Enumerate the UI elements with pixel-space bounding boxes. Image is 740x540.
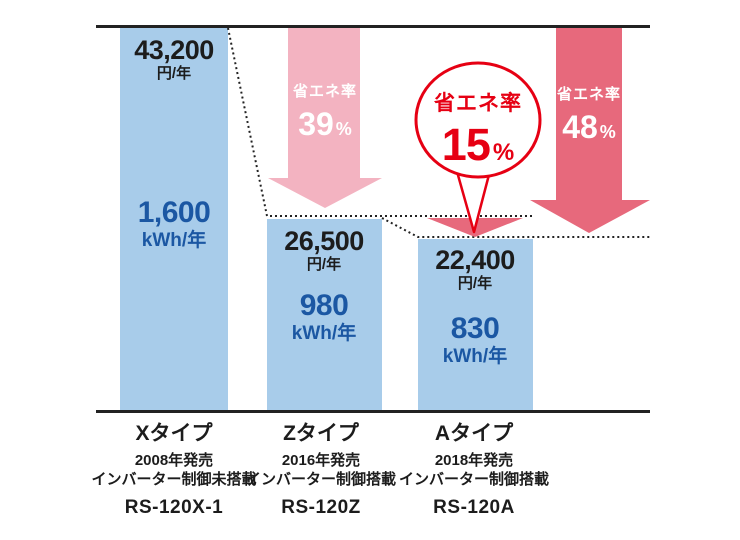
cost-value: 26,500: [284, 226, 364, 256]
energy-value: 980: [299, 289, 349, 322]
cost-unit: 円/年: [457, 275, 493, 293]
down-arrow-48-icon: [530, 28, 650, 233]
release-year: 2016年発売: [281, 452, 361, 469]
bar-x-cost: 43,200 円/年: [134, 36, 214, 82]
savings-39-caption: 省エネ率 39 %: [293, 80, 357, 143]
bar-z-cost: 26,500 円/年: [284, 227, 364, 273]
bar-a-type: [418, 239, 533, 411]
energy-unit: kWh/年: [291, 322, 357, 344]
model-number: RS-120Z: [281, 497, 361, 518]
energy-unit: kWh/年: [442, 345, 508, 367]
percent-value: 15: [441, 119, 491, 170]
savings-percent: 15 %: [434, 119, 522, 171]
category-x-type: Xタイプ 2008年発売 インバーター制御未搭載 RS-120X-1: [64, 421, 284, 518]
percent-sign: %: [599, 122, 616, 142]
inverter-note: インバーター制御未搭載: [91, 471, 257, 488]
bottom-axis-line: [96, 410, 650, 413]
savings-48-caption: 省エネ率 48 %: [557, 83, 621, 146]
bar-z-energy: 980 kWh/年: [292, 290, 356, 343]
savings-label: 省エネ率: [434, 92, 522, 115]
inverter-note: インバーター制御搭載: [398, 471, 549, 488]
energy-value: 830: [450, 312, 500, 345]
percent-sign: %: [335, 119, 352, 139]
cost-unit: 円/年: [156, 65, 192, 83]
inverter-note: インバーター制御搭載: [245, 471, 396, 488]
bar-a-cost: 22,400 円/年: [435, 246, 515, 292]
cost-unit: 円/年: [306, 256, 342, 274]
down-arrow-39-icon: [268, 28, 382, 208]
balloon-circle: [414, 61, 542, 179]
bar-x-type: [120, 27, 228, 411]
savings-15-caption: 省エネ率 15 %: [434, 87, 522, 171]
bar-a-energy: 830 kWh/年: [443, 313, 507, 366]
percent-value: 48: [562, 109, 598, 145]
cost-value: 43,200: [134, 35, 214, 65]
energy-unit: kWh/年: [141, 229, 207, 251]
bar-type-label: Zタイプ: [283, 422, 359, 445]
model-number: RS-120A: [433, 497, 515, 518]
category-a-type: Aタイプ 2018年発売 インバーター制御搭載 RS-120A: [364, 421, 584, 518]
bar-type-label: Aタイプ: [434, 422, 514, 445]
bar-z-type: [267, 219, 382, 411]
category-z-type: Zタイプ 2016年発売 インバーター制御搭載 RS-120Z: [211, 421, 431, 518]
energy-value: 1,600: [137, 196, 211, 229]
savings-label: 省エネ率: [292, 83, 358, 100]
percent-value: 39: [298, 106, 334, 142]
savings-label: 省エネ率: [556, 86, 622, 103]
bar-type-label: Xタイプ: [135, 422, 213, 445]
savings-percent: 39 %: [293, 106, 357, 143]
percent-sign: %: [492, 139, 515, 166]
bar-x-energy: 1,600 kWh/年: [138, 197, 211, 250]
model-number: RS-120X-1: [124, 497, 224, 518]
cost-value: 22,400: [435, 245, 515, 275]
top-baseline: [96, 25, 650, 28]
savings-percent: 48 %: [557, 109, 621, 146]
dotted-step-line-z-to-a: [381, 217, 650, 238]
release-year: 2018年発売: [434, 452, 514, 469]
release-year: 2008年発売: [134, 452, 214, 469]
